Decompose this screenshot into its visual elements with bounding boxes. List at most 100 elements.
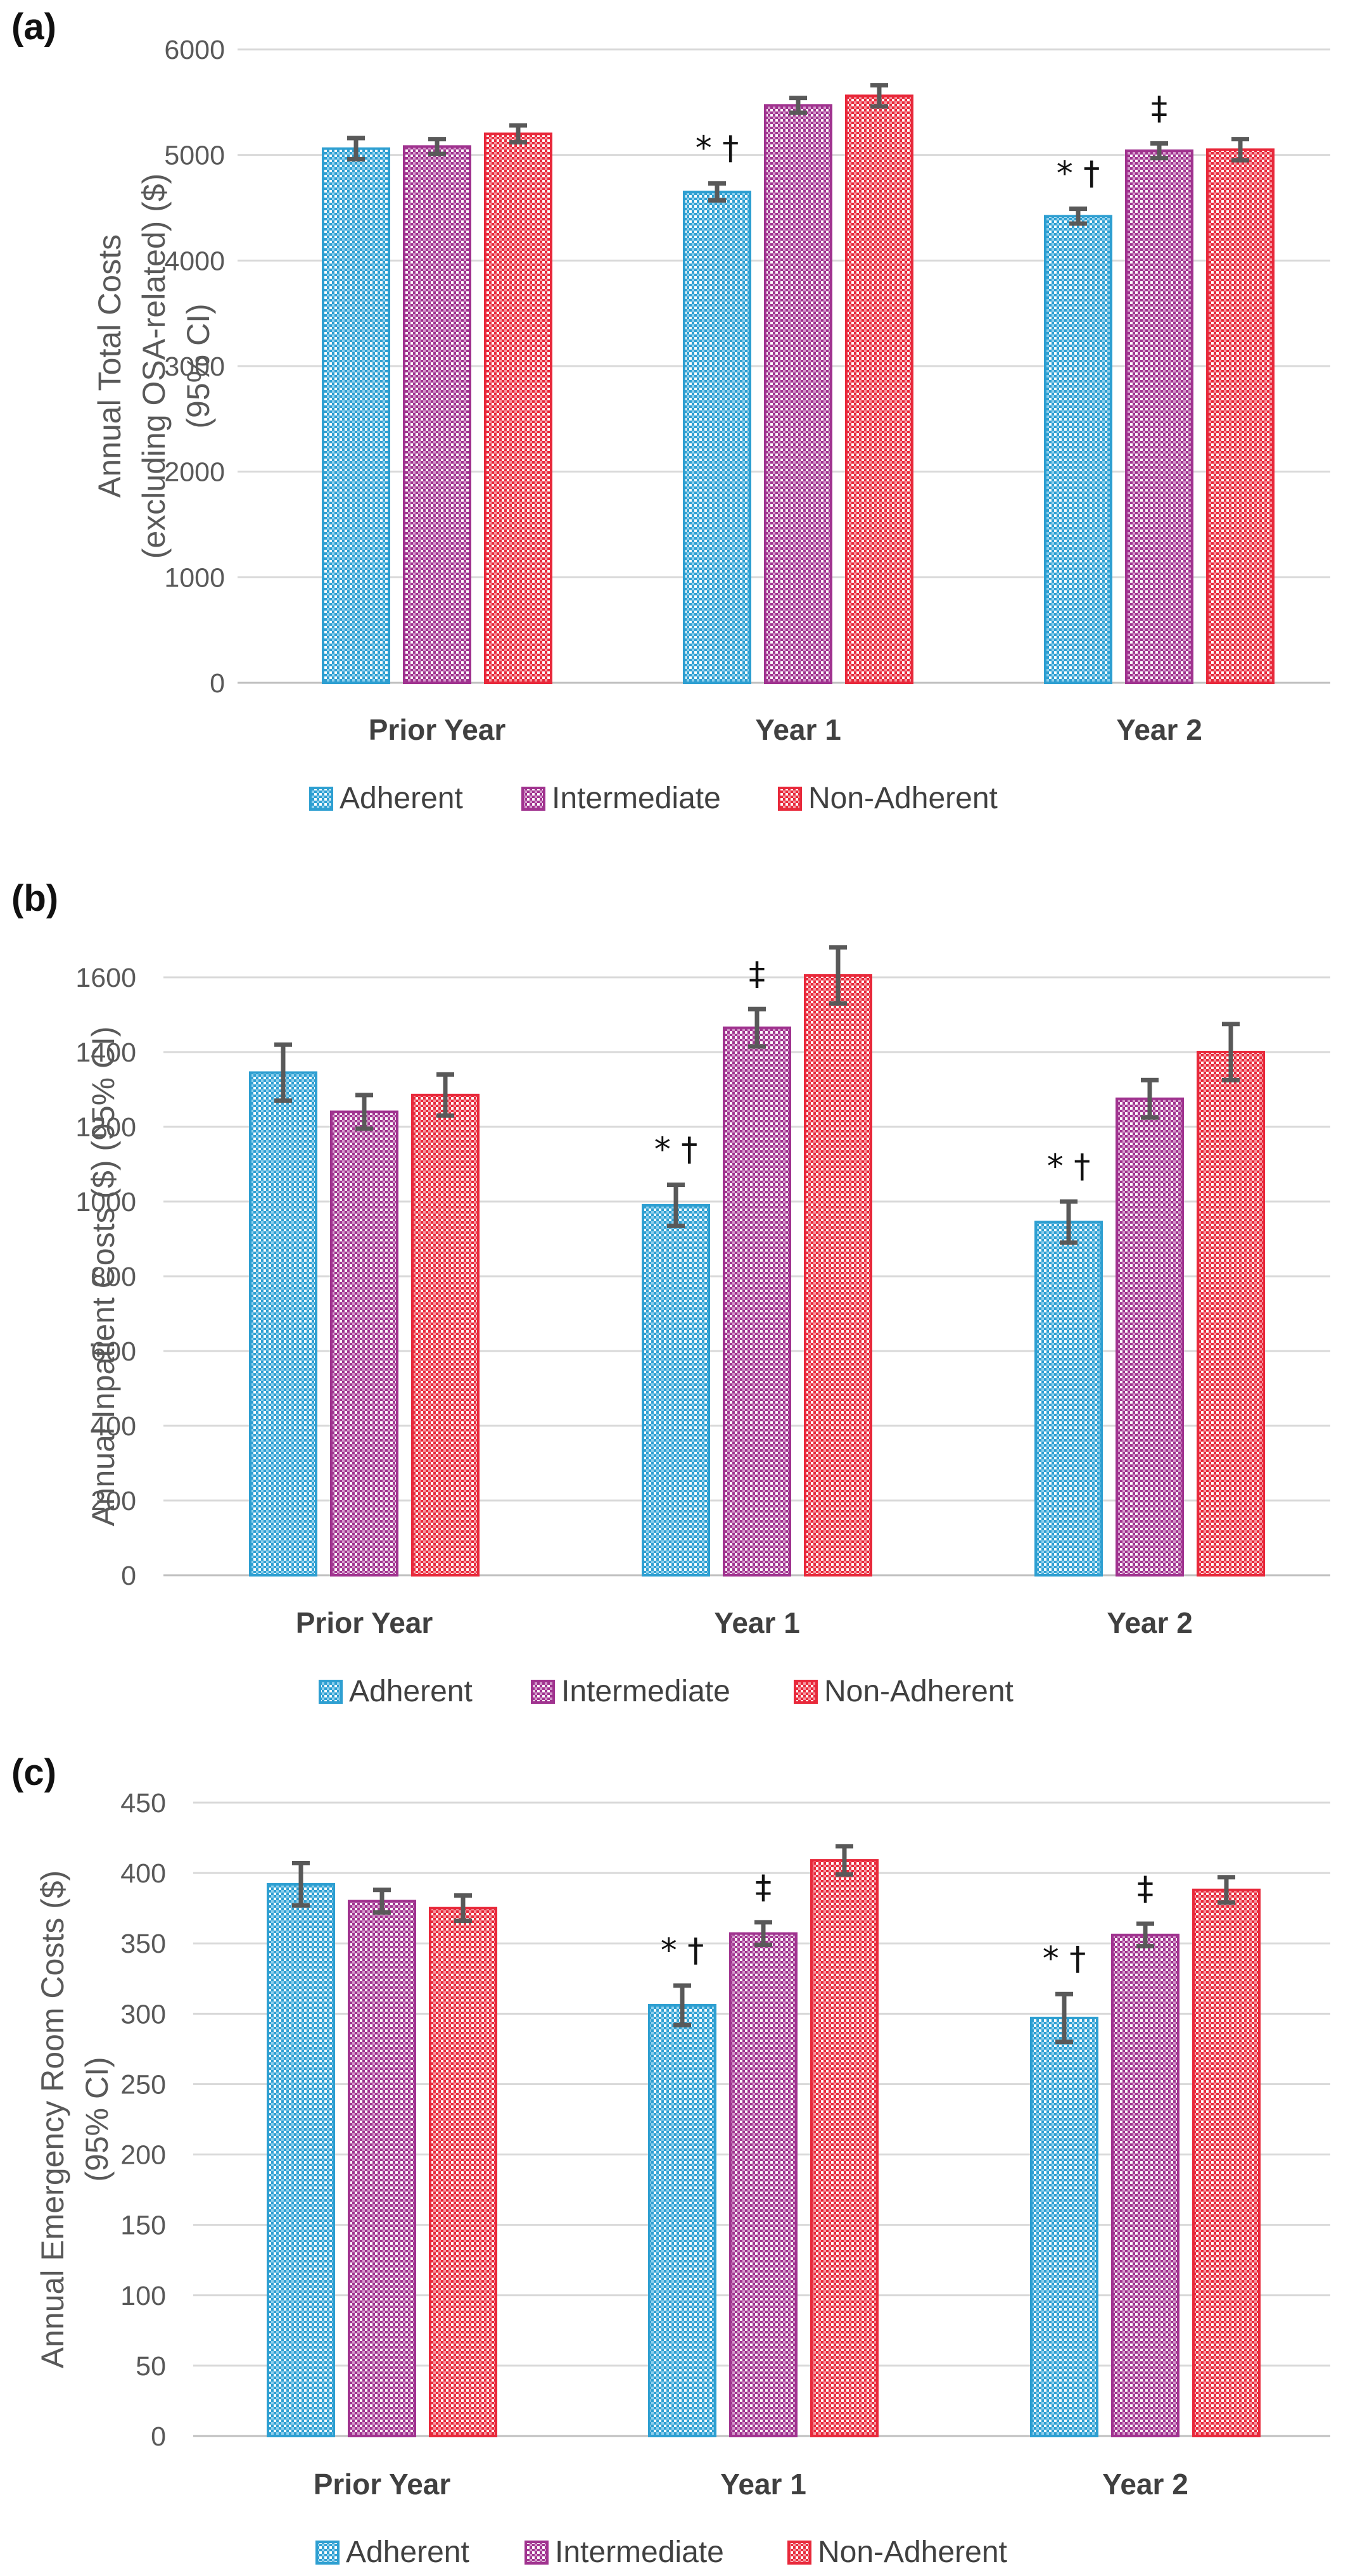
legend-label-intermediate: Intermediate [555, 2535, 724, 2569]
significance-marker: ‡ [1151, 89, 1167, 127]
bar-non-adherent-prior-year [484, 132, 552, 685]
bar-intermediate-year-2 [1116, 1097, 1184, 1577]
y-axis-label-line: Annual Emergency Room Costs ($) [35, 1870, 70, 2368]
error-bar-non-adherent-prior-year [454, 1893, 472, 1924]
bar-intermediate-prior-year [330, 1110, 398, 1577]
x-tick-label: Year 1 [720, 2468, 806, 2501]
bar-adherent-year-2 [1034, 1221, 1103, 1577]
bar-adherent-year-1 [642, 1203, 710, 1577]
error-bar-adherent-year-1 [667, 1182, 685, 1228]
bar-intermediate-prior-year [403, 145, 471, 685]
legend-label-non-adherent: Non-Adherent [824, 1675, 1014, 1708]
error-bar-non-adherent-prior-year [509, 123, 527, 145]
bar-intermediate-year-2 [1125, 149, 1193, 684]
error-bar-non-adherent-year-2 [1218, 1875, 1235, 1905]
y-tick-label: 1400 [75, 1037, 136, 1068]
bar-non-adherent-year-2 [1192, 1888, 1261, 2438]
y-tick-label: 0 [151, 2421, 166, 2452]
legend: Adherent Intermediate Non-Adherent [315, 2535, 1007, 2569]
legend-swatch-adherent [309, 787, 333, 811]
legend: Adherent Intermediate Non-Adherent [319, 1675, 1014, 1708]
error-bar-adherent-year-1 [708, 181, 726, 203]
y-tick-label: 1600 [75, 963, 136, 993]
y-tick-label: 5000 [164, 141, 225, 171]
bar-non-adherent-year-2 [1197, 1051, 1265, 1577]
legend-swatch-non-adherent [794, 1680, 818, 1704]
bar-non-adherent-year-2 [1206, 148, 1275, 685]
x-tick-label: Prior Year [314, 2468, 451, 2501]
panel-label: (c) [11, 1752, 56, 1793]
legend: Adherent Intermediate Non-Adherent [309, 782, 998, 815]
x-tick-label: Year 2 [1116, 713, 1202, 746]
legend-swatch-intermediate [525, 2541, 549, 2565]
bar-non-adherent-prior-year [429, 1907, 497, 2438]
legend-label-adherent: Adherent [349, 1675, 473, 1708]
bar-adherent-prior-year [267, 1882, 335, 2437]
y-axis-label-line: Annual Total Costs [92, 234, 127, 498]
bar-non-adherent-prior-year [411, 1093, 480, 1577]
x-tick-label: Year 2 [1102, 2468, 1188, 2501]
y-axis-label-line: (95% CI) [181, 303, 216, 428]
bar-adherent-year-2 [1044, 215, 1112, 685]
legend-swatch-intermediate [531, 1680, 555, 1704]
legend-label-non-adherent: Non-Adherent [818, 2535, 1007, 2569]
bar-non-adherent-year-1 [845, 94, 913, 685]
y-axis-label: Annual Emergency Room Costs ($) (95% CI) [35, 1870, 115, 2368]
y-tick-label: 150 [120, 2211, 166, 2241]
error-bar-intermediate-year-1 [754, 1920, 772, 1947]
bar-intermediate-year-1 [764, 104, 832, 685]
bar-intermediate-year-1 [729, 1932, 798, 2438]
error-bar-intermediate-prior-year [373, 1888, 391, 1915]
panel-label: (a) [11, 6, 56, 48]
error-bar-non-adherent-year-1 [870, 83, 888, 109]
y-tick-label: 3000 [164, 352, 225, 382]
legend-swatch-adherent [315, 2541, 340, 2565]
chart-panel-c: (c) 0 50 100 150 200 250 300 350 400 450 Annual Eme… [11, 1752, 1330, 2569]
y-tick-label: 6000 [164, 35, 225, 65]
legend-swatch-adherent [319, 1680, 343, 1704]
x-tick-label: Year 2 [1107, 1606, 1193, 1639]
error-bar-adherent-year-2 [1069, 206, 1087, 226]
chart-panel-b: (b) 0 200 400 600 800 1000 1200 1400 1600 Annual I… [11, 878, 1330, 1708]
y-tick-label: 200 [91, 1486, 136, 1516]
error-bar-non-adherent-year-2 [1222, 1022, 1240, 1082]
bar-non-adherent-year-1 [804, 974, 872, 1577]
bar-non-adherent-year-1 [810, 1859, 879, 2437]
y-tick-label: 200 [120, 2140, 166, 2171]
y-axis-label: Annual Total Costs (excluding OSA-related… [92, 174, 216, 559]
significance-marker: * † [1057, 155, 1100, 193]
y-tick-label: 1000 [164, 562, 225, 593]
error-bar-intermediate-prior-year [355, 1093, 373, 1131]
significance-marker: * † [661, 1932, 704, 1970]
legend-label-intermediate: Intermediate [561, 1675, 730, 1708]
legend-label-non-adherent: Non-Adherent [808, 782, 998, 815]
panel-label: (b) [11, 878, 58, 919]
bar-adherent-prior-year [249, 1071, 317, 1577]
error-bar-intermediate-year-2 [1141, 1077, 1159, 1120]
y-tick-label: 350 [120, 1929, 166, 1959]
error-bar-non-adherent-year-2 [1231, 137, 1249, 163]
error-bar-adherent-year-2 [1060, 1199, 1078, 1245]
significance-marker: * † [696, 130, 739, 168]
y-tick-label: 1000 [75, 1187, 136, 1217]
significance-marker: * † [1043, 1940, 1086, 1978]
significance-marker: * † [1047, 1148, 1091, 1186]
significance-marker: * † [654, 1131, 698, 1169]
x-tick-label: Prior Year [369, 713, 506, 746]
chart-panel-a: (a) 0 1000 2000 3000 4000 5000 6000 Annual Total… [11, 6, 1330, 815]
error-bar-intermediate-year-1 [789, 96, 807, 115]
legend-swatch-intermediate [521, 787, 545, 811]
error-bar-intermediate-year-1 [748, 1006, 766, 1049]
y-tick-label: 600 [91, 1336, 136, 1367]
bar-adherent-year-2 [1030, 2017, 1098, 2437]
legend-swatch-non-adherent [778, 787, 802, 811]
legend-label-intermediate: Intermediate [552, 782, 721, 815]
bar-intermediate-year-1 [723, 1026, 791, 1577]
y-axis-label-line: (excluding OSA-related) ($) [136, 174, 172, 559]
bar-adherent-year-1 [683, 191, 751, 684]
error-bar-adherent-prior-year [347, 136, 365, 162]
x-tick-label: Year 1 [755, 713, 841, 746]
error-bar-non-adherent-year-1 [836, 1844, 853, 1877]
